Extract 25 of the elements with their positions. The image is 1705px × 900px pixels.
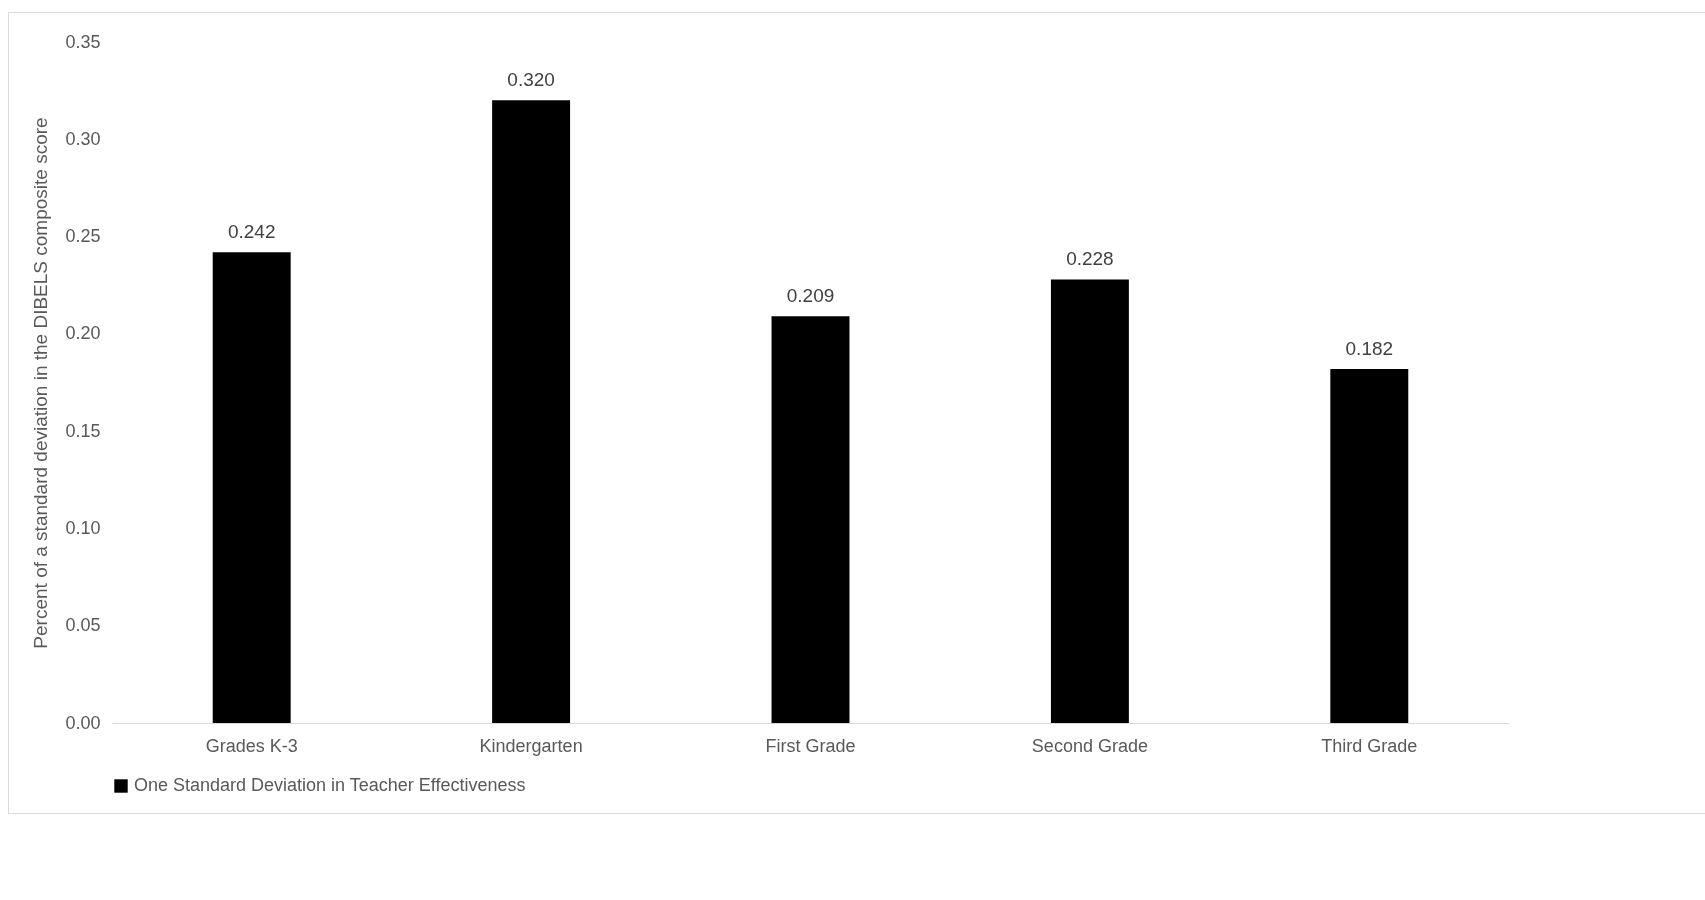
y-tick-label: 0.35 xyxy=(65,31,101,52)
x-tick-label: Kindergarten xyxy=(479,735,583,756)
bar xyxy=(1330,368,1409,723)
y-tick-label: 0.25 xyxy=(65,226,101,247)
x-tick-label: Second Grade xyxy=(1031,735,1148,756)
y-tick-label: 0.30 xyxy=(65,128,101,149)
y-tick-label: 0.00 xyxy=(65,712,101,733)
text: 0.320 xyxy=(507,69,555,91)
bar xyxy=(771,316,850,723)
y-tick-label: 0.15 xyxy=(65,420,101,441)
x-tick-label: Grades K-3 xyxy=(205,735,298,756)
text: 0.242 xyxy=(227,221,276,243)
text: 0.209 xyxy=(786,285,835,307)
y-tick-label: 0.20 xyxy=(65,323,101,344)
y-tick-label: 0.10 xyxy=(65,517,101,538)
legend-label: One Standard Deviation in Teacher Effectiveness xyxy=(134,775,526,795)
bar xyxy=(1050,279,1129,723)
text: 0.182 xyxy=(1345,337,1394,359)
x-tick-label: Third Grade xyxy=(1321,735,1418,756)
bar xyxy=(492,100,571,723)
text: 0.228 xyxy=(1066,248,1114,270)
bar xyxy=(212,252,291,723)
y-tick-label: 0.05 xyxy=(65,615,101,636)
x-tick-label: First Grade xyxy=(765,735,856,756)
y-axis-title: Percent of a standard deviation in the DIBELS composite score xyxy=(30,117,52,649)
